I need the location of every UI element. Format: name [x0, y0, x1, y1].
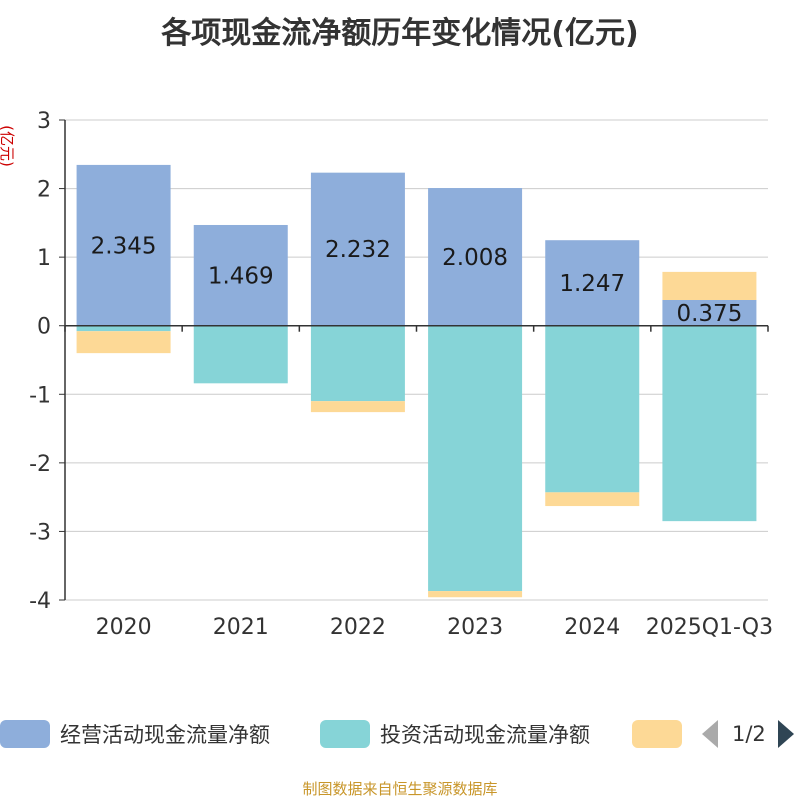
bar-series3 [662, 271, 757, 300]
x-tick-label: 2022 [330, 615, 386, 640]
bar-series1 [662, 300, 757, 326]
legend-swatch-investing [320, 720, 370, 748]
legend-item-investing[interactable]: 投资活动现金流量净额 [320, 716, 590, 752]
pager-next-icon[interactable] [777, 720, 794, 748]
legend-item-operating[interactable]: 经营活动现金流量净额 [0, 716, 270, 752]
y-tick-label: 0 [37, 315, 51, 340]
bar-series3 [545, 492, 640, 507]
x-tick-label: 2024 [564, 615, 620, 640]
chart-area: -4 -3 -2 -1 0 1 2 3 (亿元) 2.345 2020 1.469 2021 2.232 2… [0, 109, 773, 640]
bar-series1 [193, 224, 288, 326]
bar-series2 [545, 325, 640, 493]
data-label: 0.375 [676, 301, 742, 327]
pager-text: 1/2 [732, 722, 766, 746]
bar-series2 [428, 325, 523, 592]
data-label: 2.345 [91, 233, 157, 259]
y-tick-label: -3 [29, 520, 51, 545]
legend: 经营活动现金流量净额 投资活动现金流量净额 1/2 [0, 716, 800, 752]
source-note: 制图数据来自恒生聚源数据库 [302, 780, 498, 798]
y-tick-label: -1 [29, 383, 51, 408]
x-tick-label: 2023 [447, 615, 503, 640]
y-tick-label: 3 [37, 109, 51, 134]
legend-label-investing: 投资活动现金流量净额 [380, 723, 590, 747]
legend-swatch-operating [0, 720, 50, 748]
chart-title: 各项现金流净额历年变化情况(亿元) [161, 16, 639, 51]
legend-label-operating: 经营活动现金流量净额 [60, 723, 270, 747]
y-tick-label: 2 [37, 178, 51, 203]
bar-series1 [428, 188, 523, 326]
x-tick-label: 2025Q1-Q3 [646, 615, 773, 640]
bar-series1 [310, 172, 405, 326]
data-label: 1.247 [559, 271, 625, 297]
bar-series3 [76, 331, 171, 354]
data-label: 2.232 [325, 237, 391, 263]
bar-series3 [428, 591, 523, 598]
bar-series1 [545, 240, 640, 326]
bar-series2 [76, 325, 171, 332]
data-label: 2.008 [442, 245, 508, 271]
y-tick-label: -4 [29, 589, 51, 614]
legend-pager: 1/2 [702, 716, 794, 752]
y-axis-title: (亿元) [0, 125, 16, 167]
x-tick-label: 2021 [213, 615, 269, 640]
bar-series2 [310, 325, 405, 402]
x-tick-label: 2020 [96, 615, 152, 640]
data-label: 1.469 [208, 263, 274, 289]
bar-series2 [193, 325, 288, 384]
bar-series1 [76, 164, 171, 326]
bar-series2 [662, 325, 757, 522]
legend-item-financing[interactable] [632, 716, 682, 752]
y-tick-label: 1 [37, 246, 51, 271]
legend-swatch-financing [632, 720, 682, 748]
bar-series3 [310, 401, 405, 413]
pager-prev-icon[interactable] [702, 720, 718, 748]
y-tick-label: -2 [29, 452, 51, 477]
